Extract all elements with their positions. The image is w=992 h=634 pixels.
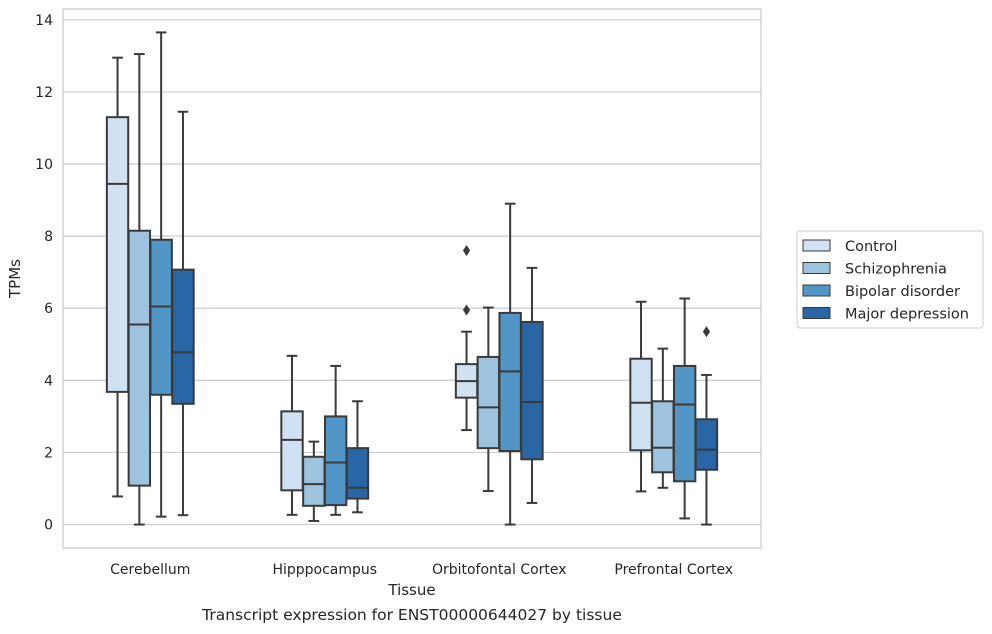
chart-caption: Transcript expression for ENST0000064402… [202,606,622,624]
box-body [280,410,304,492]
legend-frame [796,230,984,329]
legend: Control Schizophrenia Bipolar disorder Majo… [796,230,984,329]
outlier-0 [462,304,471,316]
x-tick-label-1: Hipppocampus [272,562,377,578]
legend-label-1: Schizophrenia [845,262,947,278]
box-0-3 [171,110,195,517]
box-body [651,400,675,474]
y-tick-label-6: 6 [44,301,53,317]
box-3-0 [629,300,653,493]
box-2-0 [454,245,479,432]
box-body [498,311,522,453]
box-plots [105,31,719,526]
box-body [105,116,130,393]
y-tick-label-10: 10 [35,157,53,173]
box-3-2 [672,297,697,520]
legend-swatch-0 [802,239,831,252]
box-1-1 [302,440,326,522]
box-0-2 [149,31,173,518]
box-1-3 [345,400,370,514]
legend-swatch-1 [802,262,831,274]
box-1-2 [323,364,348,516]
outlier-0 [702,326,711,338]
box-0-1 [127,53,152,526]
box-body [302,455,326,507]
plot-frame [62,8,762,549]
y-tick-label-14: 14 [35,13,53,29]
box-2-1 [476,306,501,493]
box-body [672,364,697,483]
box-body [149,238,173,396]
x-tick-label-0: Cerebellum [110,562,190,578]
legend-label-0: Control [845,239,897,255]
legend-label-3: Major depression [845,307,969,323]
box-body [345,447,370,500]
box-body [171,268,195,405]
legend-swatch-2 [802,284,831,297]
y-tick-label-4: 4 [44,373,53,389]
box-body [476,355,501,450]
y-tick-label-0: 0 [44,518,53,534]
legend-swatch-3 [802,307,831,319]
box-0-0 [105,56,130,498]
box-body [520,320,544,461]
x-tick-labels: Cerebellum Hipppocampus Orbitofontal Corte… [110,562,733,578]
outlier-1 [462,245,471,257]
y-tick-label-2: 2 [44,445,53,461]
box-1-0 [280,354,304,516]
y-axis-label: TPMs [6,259,24,299]
y-tick-label-8: 8 [44,229,53,245]
box-2-2 [498,202,522,526]
box-body [127,229,152,487]
y-tick-labels: 0 2 4 6 8 10 12 14 [35,13,53,534]
box-3-3 [694,326,719,526]
box-2-3 [520,266,544,504]
box-body [629,357,653,452]
box-body [323,415,348,507]
x-axis-label: Tissue [387,581,435,599]
box-3-1 [651,347,675,489]
x-tick-label-2: Orbitofontal Cortex [432,562,567,578]
legend-label-2: Bipolar disorder [845,284,960,300]
y-tick-label-12: 12 [35,85,53,101]
box-body [694,418,719,471]
x-tick-label-3: Prefrontal Cortex [614,562,733,578]
